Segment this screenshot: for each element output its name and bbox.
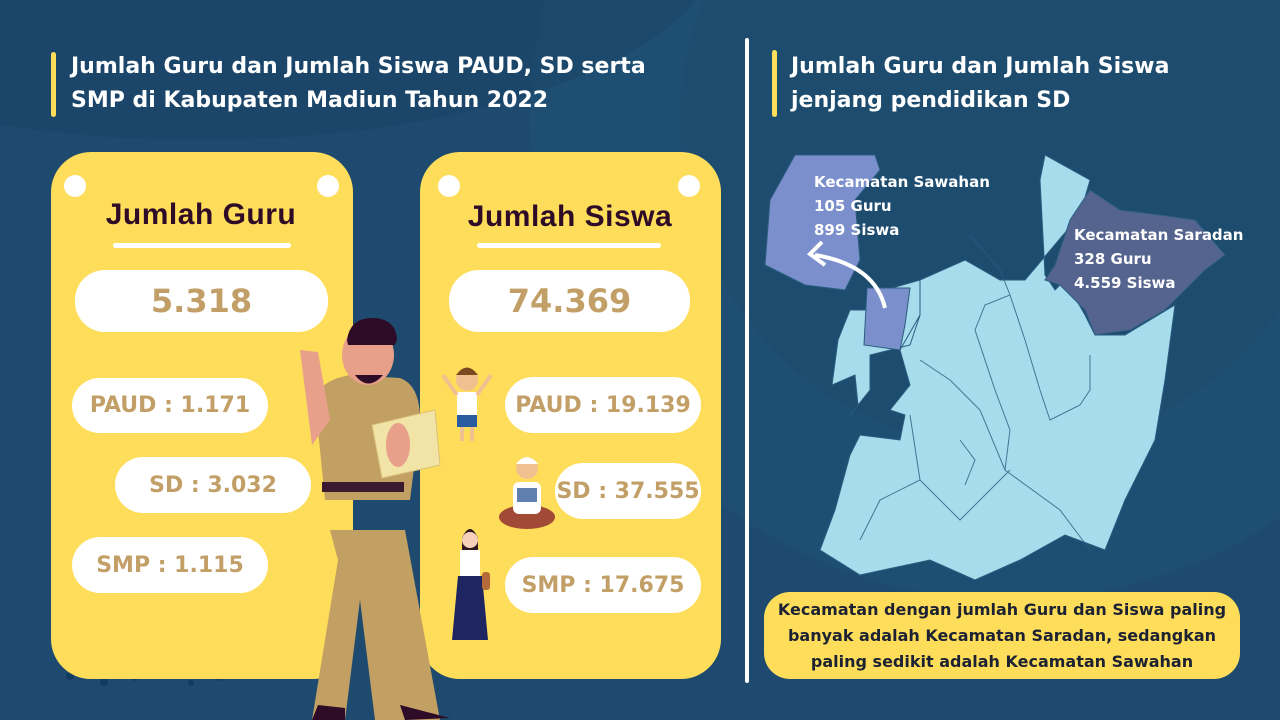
left-title-line1: Jumlah Guru dan Jumlah Siswa PAUD, SD se… [71,54,646,79]
student-paud-illustration [441,367,493,441]
guru-smp: SMP : 1.115 [72,537,268,593]
card-hole [438,175,460,197]
card-hole [678,175,700,197]
sawahan-guru: 105 Guru [814,197,892,215]
arrow-icon [814,253,887,309]
student-smp-illustration [452,529,490,640]
right-title-line1: Jumlah Guru dan Jumlah Siswa [791,54,1170,79]
card-hole [317,175,339,197]
note-line1: Kecamatan dengan jumlah Guru dan Siswa p… [777,599,1227,619]
title-underline [113,243,291,248]
conclusion-note: Kecamatan dengan jumlah Guru dan Siswa p… [764,592,1240,679]
map-region-saradan [1044,189,1226,336]
title-accent-bar [51,52,56,117]
title-accent-bar [772,50,777,117]
saradan-siswa: 4.559 Siswa [1074,274,1176,292]
student-sd-illustration [499,457,555,529]
siswa-sd: SD : 37.555 [555,463,701,519]
left-title: Jumlah Guru dan Jumlah Siswa PAUD, SD se… [71,50,646,118]
siswa-paud: PAUD : 19.139 [505,377,701,433]
right-title-line2: jenjang pendidikan SD [791,88,1071,113]
guru-total: 5.318 [75,270,328,332]
note-line2: banyak adalah Kecamatan Saradan, sedangk… [787,625,1217,645]
arrow-head-icon [806,240,827,267]
sawahan-label: Kecamatan Sawahan 105 Guru 899 Siswa [814,170,990,242]
siswa-total: 74.369 [449,270,690,332]
sawahan-siswa: 899 Siswa [814,221,900,239]
map-region-sawahan [764,154,911,351]
right-title: Jumlah Guru dan Jumlah Siswa jenjang pen… [791,50,1169,118]
teacher-illustration [300,318,450,720]
vertical-divider [745,38,749,683]
note-line3: paling sedikit adalah Kecamatan Sawahan [810,651,1194,671]
card-hole [64,175,86,197]
siswa-smp: SMP : 17.675 [505,557,701,613]
title-underline [477,243,661,248]
guru-paud: PAUD : 1.171 [72,378,268,433]
saradan-label: Kecamatan Saradan 328 Guru 4.559 Siswa [1074,223,1243,295]
guru-card-title: Jumlah Guru [105,198,297,231]
left-title-line2: SMP di Kabupaten Madiun Tahun 2022 [71,88,549,113]
sawahan-name: Kecamatan Sawahan [814,173,990,191]
guru-sd: SD : 3.032 [115,457,311,513]
district-borders [859,234,1091,551]
saradan-name: Kecamatan Saradan [1074,226,1244,244]
saradan-guru: 328 Guru [1074,250,1152,268]
illustrations [300,318,555,720]
district-map [764,154,1226,580]
siswa-card-title: Jumlah Siswa [467,200,673,233]
